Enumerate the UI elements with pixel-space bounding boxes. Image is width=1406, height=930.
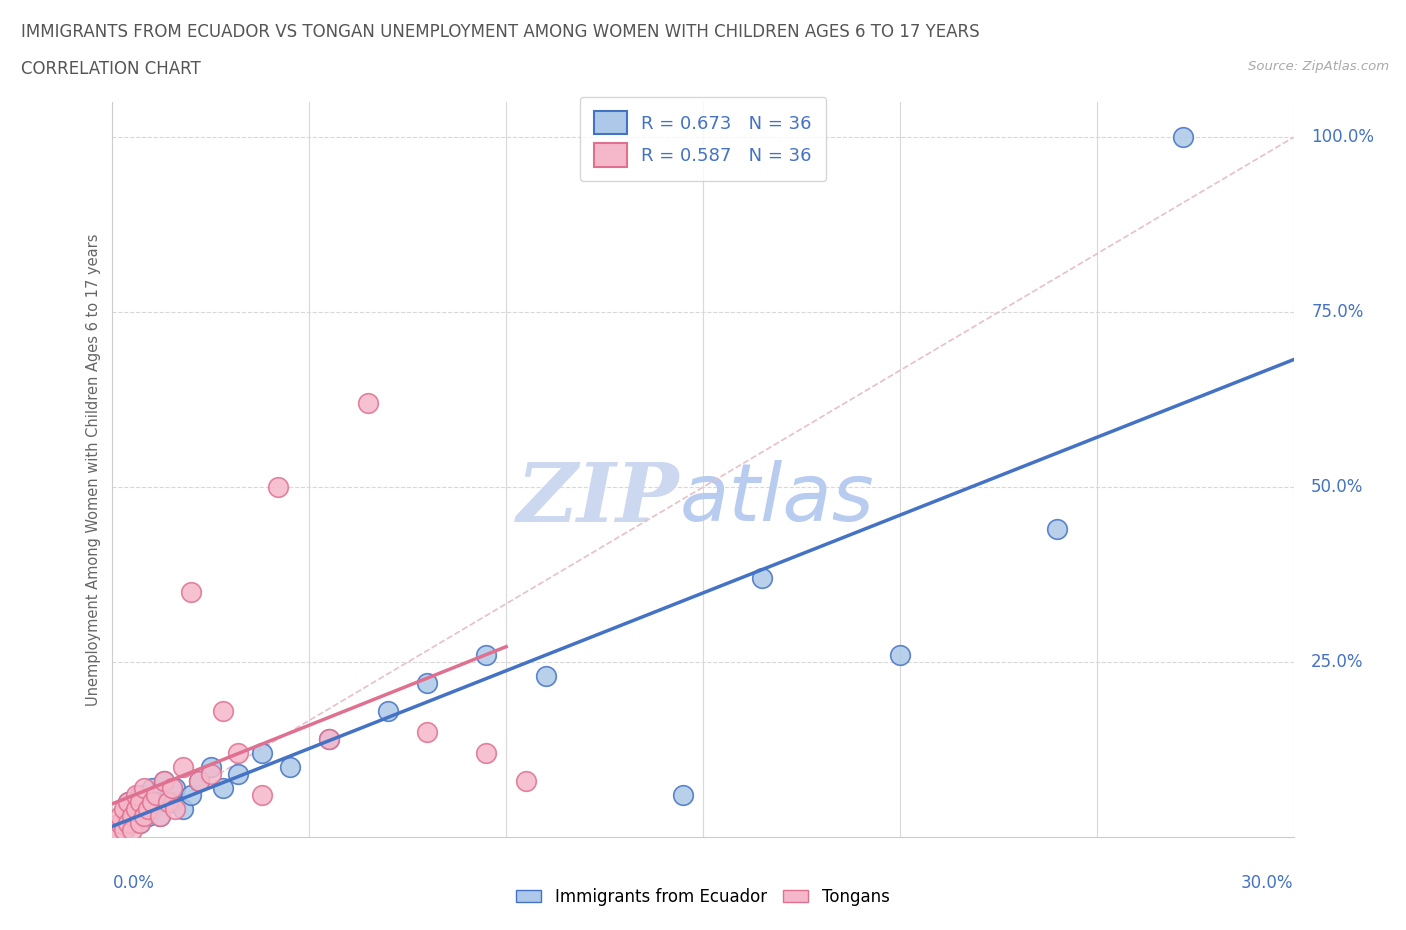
Point <box>200 766 222 781</box>
Legend: R = 0.673   N = 36, R = 0.587   N = 36: R = 0.673 N = 36, R = 0.587 N = 36 <box>579 97 827 181</box>
Point <box>149 808 172 823</box>
Point <box>211 780 233 795</box>
Point <box>475 746 498 761</box>
Point <box>136 802 159 817</box>
Point <box>125 808 148 823</box>
Point <box>152 774 174 789</box>
Point <box>110 816 132 830</box>
Text: 50.0%: 50.0% <box>1312 478 1364 496</box>
Point <box>515 774 537 789</box>
Point <box>475 647 498 662</box>
Text: Source: ZipAtlas.com: Source: ZipAtlas.com <box>1249 60 1389 73</box>
Text: 25.0%: 25.0% <box>1312 653 1364 671</box>
Point <box>278 760 301 775</box>
Point <box>149 808 172 823</box>
Point <box>117 794 139 809</box>
Point <box>377 704 399 719</box>
Point <box>1046 522 1069 537</box>
Point <box>180 585 202 600</box>
Point <box>110 816 132 830</box>
Text: CORRELATION CHART: CORRELATION CHART <box>21 60 201 78</box>
Point <box>188 774 211 789</box>
Point <box>318 732 340 747</box>
Point <box>129 794 152 809</box>
Point <box>165 802 187 817</box>
Point <box>129 816 152 830</box>
Legend: Immigrants from Ecuador, Tongans: Immigrants from Ecuador, Tongans <box>509 881 897 912</box>
Text: 0.0%: 0.0% <box>112 874 155 892</box>
Point <box>141 780 163 795</box>
Point <box>228 746 250 761</box>
Point <box>416 724 439 739</box>
Point <box>132 780 155 795</box>
Point <box>125 802 148 817</box>
Point <box>172 802 194 817</box>
Point <box>211 704 233 719</box>
Point <box>117 816 139 830</box>
Point <box>141 802 163 817</box>
Point <box>132 794 155 809</box>
Point <box>121 808 143 823</box>
Point <box>105 822 128 837</box>
Point <box>160 794 183 809</box>
Point <box>751 571 773 586</box>
Point <box>165 780 187 795</box>
Point <box>152 774 174 789</box>
Point <box>172 760 194 775</box>
Point <box>129 816 152 830</box>
Point <box>117 794 139 809</box>
Point <box>188 774 211 789</box>
Point <box>132 808 155 823</box>
Point <box>145 788 167 803</box>
Point <box>117 808 139 823</box>
Point <box>250 788 273 803</box>
Point <box>1173 130 1195 145</box>
Point <box>318 732 340 747</box>
Text: atlas: atlas <box>679 460 875 538</box>
Point <box>129 788 152 803</box>
Point <box>156 794 179 809</box>
Point <box>121 822 143 837</box>
Point <box>112 822 135 837</box>
Point <box>416 675 439 690</box>
Point <box>180 788 202 803</box>
Point <box>112 802 135 817</box>
Point <box>145 794 167 809</box>
Point <box>250 746 273 761</box>
Point <box>228 766 250 781</box>
Point <box>534 669 557 684</box>
Point <box>125 788 148 803</box>
Y-axis label: Unemployment Among Women with Children Ages 6 to 17 years: Unemployment Among Women with Children A… <box>86 233 101 706</box>
Point <box>112 822 135 837</box>
Point <box>672 788 695 803</box>
Point <box>889 647 911 662</box>
Point <box>357 396 380 411</box>
Point <box>200 760 222 775</box>
Text: IMMIGRANTS FROM ECUADOR VS TONGAN UNEMPLOYMENT AMONG WOMEN WITH CHILDREN AGES 6 : IMMIGRANTS FROM ECUADOR VS TONGAN UNEMPL… <box>21 23 980 41</box>
Text: 75.0%: 75.0% <box>1312 303 1364 321</box>
Point <box>267 480 290 495</box>
Text: 100.0%: 100.0% <box>1312 128 1374 146</box>
Point <box>121 802 143 817</box>
Text: ZIP: ZIP <box>517 459 679 539</box>
Point <box>110 808 132 823</box>
Text: 30.0%: 30.0% <box>1241 874 1294 892</box>
Point <box>141 794 163 809</box>
Point <box>160 780 183 795</box>
Point <box>136 808 159 823</box>
Point <box>121 816 143 830</box>
